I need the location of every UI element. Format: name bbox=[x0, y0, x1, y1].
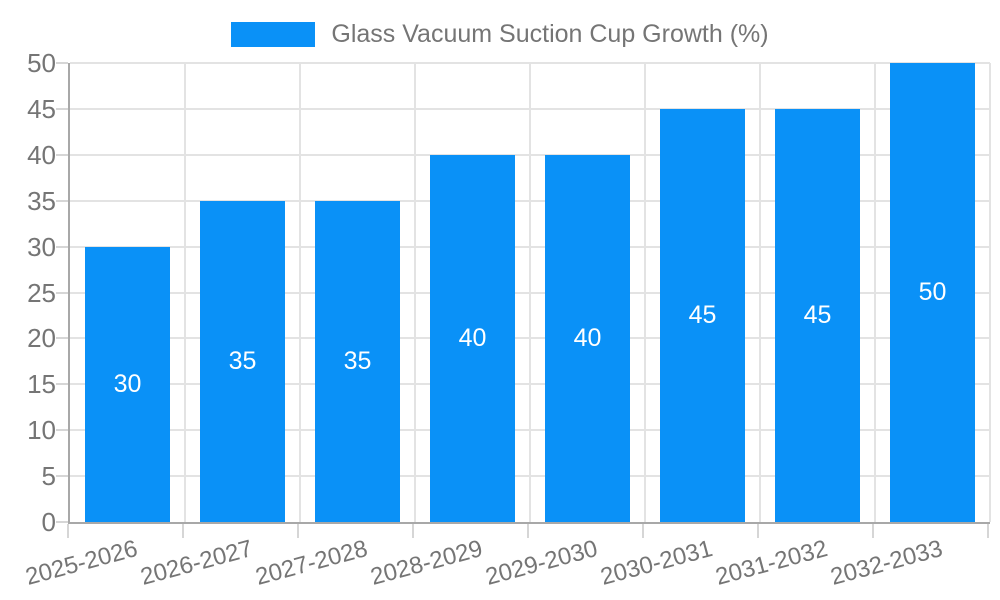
x-axis-tick bbox=[987, 524, 989, 538]
y-axis-tick bbox=[56, 199, 68, 202]
gridline-v bbox=[299, 63, 301, 522]
x-tick-label: 2028-2029 bbox=[367, 535, 486, 591]
y-tick-label: 45 bbox=[27, 93, 56, 124]
x-tick-label: 2026-2027 bbox=[137, 535, 256, 591]
legend[interactable]: Glass Vacuum Suction Cup Growth (%) bbox=[0, 20, 1000, 48]
gridline-v bbox=[759, 63, 761, 522]
bar[interactable]: 40 bbox=[430, 154, 515, 522]
y-axis-tick bbox=[56, 429, 68, 432]
gridline-v bbox=[989, 63, 991, 522]
gridline-v bbox=[874, 63, 876, 522]
x-axis-tick bbox=[412, 524, 414, 538]
y-tick-label: 15 bbox=[27, 369, 56, 400]
bar[interactable]: 35 bbox=[315, 200, 400, 522]
bar[interactable]: 30 bbox=[85, 246, 170, 522]
x-tick-label: 2029-2030 bbox=[482, 535, 601, 591]
y-axis-tick bbox=[56, 153, 68, 156]
y-axis-tick bbox=[56, 475, 68, 478]
y-axis-tick bbox=[56, 521, 68, 523]
bar-value-label: 40 bbox=[458, 323, 487, 352]
bar[interactable]: 40 bbox=[545, 154, 630, 522]
y-axis-tick bbox=[56, 291, 68, 294]
y-tick-label: 5 bbox=[41, 461, 56, 492]
bar-value-label: 50 bbox=[918, 278, 947, 306]
gridline-v bbox=[644, 63, 646, 522]
legend-swatch-icon bbox=[231, 21, 316, 47]
y-tick-label: 40 bbox=[27, 139, 56, 170]
x-axis-tick bbox=[67, 524, 69, 538]
x-axis-tick bbox=[527, 524, 529, 538]
y-tick-label: 10 bbox=[27, 415, 56, 446]
bar-value-label: 45 bbox=[688, 300, 717, 329]
gridline-v bbox=[414, 63, 416, 522]
gridline-v bbox=[184, 63, 186, 522]
bar-value-label: 35 bbox=[228, 346, 257, 375]
x-tick-label: 2027-2028 bbox=[252, 535, 371, 591]
x-tick-label: 2025-2026 bbox=[22, 535, 141, 591]
bar-value-label: 35 bbox=[343, 346, 372, 375]
x-axis-tick bbox=[642, 524, 644, 538]
legend-label: Glass Vacuum Suction Cup Growth (%) bbox=[331, 20, 769, 48]
bar-value-label: 30 bbox=[113, 369, 142, 398]
bar[interactable]: 45 bbox=[660, 108, 745, 522]
y-tick-label: 50 bbox=[27, 48, 56, 78]
bar[interactable]: 50 bbox=[890, 63, 975, 522]
y-axis-tick bbox=[56, 383, 68, 386]
x-tick-label: 2031-2032 bbox=[712, 535, 831, 591]
y-axis-tick bbox=[56, 107, 68, 110]
y-tick-label: 35 bbox=[27, 185, 56, 216]
plot-area: 30 35 35 40 40 45 45 50 bbox=[68, 62, 991, 524]
x-axis-tick bbox=[757, 524, 759, 538]
bar[interactable]: 45 bbox=[775, 108, 860, 522]
bar-value-label: 45 bbox=[803, 300, 832, 329]
y-axis-tick bbox=[56, 337, 68, 340]
x-axis-tick bbox=[297, 524, 299, 538]
y-axis-tick bbox=[56, 245, 68, 248]
y-tick-label: 20 bbox=[27, 323, 56, 354]
x-tick-label: 2030-2031 bbox=[597, 535, 716, 591]
y-tick-label: 0 bbox=[41, 507, 56, 537]
bar-value-label: 40 bbox=[573, 323, 602, 352]
x-axis-tick bbox=[872, 524, 874, 538]
y-tick-label: 25 bbox=[27, 277, 56, 308]
gridline-v bbox=[529, 63, 531, 522]
y-tick-label: 30 bbox=[27, 231, 56, 262]
x-axis-tick bbox=[182, 524, 184, 538]
bar[interactable]: 35 bbox=[200, 200, 285, 522]
y-axis-tick bbox=[56, 62, 68, 64]
x-tick-label: 2032-2033 bbox=[827, 535, 946, 591]
